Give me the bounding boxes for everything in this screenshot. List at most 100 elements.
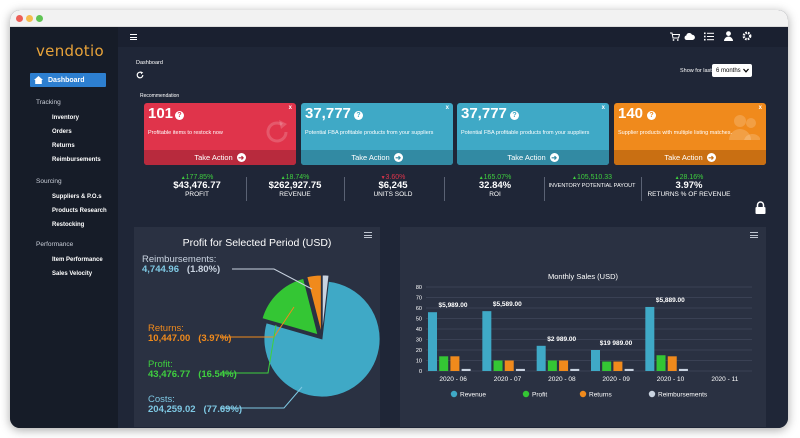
bar-profit-4[interactable] [656,355,666,371]
show-for-last-label: Show for last [680,68,712,74]
pie-slice-costs[interactable] [263,280,380,398]
sidebar-item-returns[interactable]: Returns [52,143,75,149]
refresh-watermark-icon [266,120,288,143]
list-icon[interactable] [704,32,714,41]
take-action-button[interactable]: Take Action ➜ [301,150,453,165]
card-fba-products-1[interactable]: 37,777 ? x Potential FBA profitable prod… [301,103,453,165]
bar-revenue-1[interactable] [482,311,492,371]
period-select[interactable]: 6 months [712,64,752,77]
legend-marker-profit[interactable] [522,390,530,398]
sidebar-item-suppliers[interactable]: Suppliers & P.O.s [52,194,102,200]
close-icon[interactable]: x [758,105,762,111]
stat-change-value: 165.07% [483,174,512,181]
bar-revenue-3[interactable] [591,350,600,371]
bar-revenue-0[interactable] [428,312,437,371]
sidebar-item-item-performance[interactable]: Item Performance [52,257,103,263]
vendotio-logo[interactable]: vendotio [36,42,104,60]
stat-change-value: 177.85% [185,174,214,181]
legend-label-returns[interactable]: Returns [589,392,613,399]
help-icon[interactable]: ? [175,111,184,120]
stat-change-up: ▲177.85% [148,174,246,181]
bar-profit-2[interactable] [547,360,557,372]
bar-reimbursements-1[interactable] [515,368,525,371]
help-icon[interactable]: ? [647,111,656,120]
cart-icon[interactable] [670,32,680,41]
panel-menu-icon[interactable] [750,232,758,240]
stat-value: 3.97% [675,180,703,191]
bar-returns-0[interactable] [450,356,460,371]
sidebar-item-products-research[interactable]: Products Research [52,208,107,214]
lock-icon[interactable] [755,201,766,214]
sidebar: vendotio Dashboard Tracking Inventory Or… [10,27,118,428]
title-bar [10,10,788,27]
bar-profit-0[interactable] [439,356,449,371]
pie-slice-profit[interactable] [261,278,319,336]
arrow-right-icon: ➜ [706,153,716,162]
panel-menu-icon[interactable] [364,232,372,240]
users-watermark-icon [729,115,760,140]
legend-label-reimbursements[interactable]: Reimbursements [658,392,708,399]
stat-label: PROFIT [185,191,209,198]
monthly-sales-chart: Monthly Sales (USD) 0 10 20 30 40 50 60 70 80 $5,9… [416,272,752,399]
cloud-icon[interactable] [684,32,695,40]
bar-reimbursements-3[interactable] [624,368,634,371]
card-restock[interactable]: 101 ? x Profitable items to restock now … [144,103,296,165]
stat-units-sold: ▼3.60% $6,245 UNITS SOLD [344,174,442,199]
stat-value: $262,927.75 [268,180,322,191]
take-action-button[interactable]: Take Action ➜ [614,150,766,165]
sidebar-item-restocking[interactable]: Restocking [52,222,85,228]
card-multiple-listings[interactable]: 140 ? x Supplier products with multiple … [614,103,766,165]
stat-value: $43,476.77 [173,180,221,191]
bar-returns-2[interactable] [559,360,569,372]
y-tick-label: 70 [416,296,422,302]
refresh-icon[interactable] [136,71,144,79]
bar-revenue-4[interactable] [645,306,655,371]
close-icon[interactable]: x [601,105,605,111]
stat-change-up: ▲105,510.33 [543,174,641,181]
take-action-button[interactable]: Take Action ➜ [457,150,609,165]
sidebar-item-dashboard[interactable]: Dashboard [30,73,106,87]
help-icon[interactable]: ? [510,111,519,120]
bar-profit-1[interactable] [493,360,503,372]
bar-revenue-2[interactable] [536,345,546,371]
close-window-button[interactable] [16,15,23,22]
sidebar-item-orders[interactable]: Orders [52,129,72,135]
user-icon[interactable] [724,31,733,41]
bar-reimbursements-0[interactable] [461,368,471,371]
legend-label-revenue[interactable]: Revenue [460,392,486,399]
take-action-button[interactable]: Take Action ➜ [144,150,296,165]
bar-returns-4[interactable] [667,356,677,371]
pie-leader-line [220,386,303,409]
bar-returns-3[interactable] [613,361,623,371]
menu-icon[interactable] [130,34,137,40]
bar-reimbursements-4[interactable] [678,368,688,371]
close-icon[interactable]: x [288,105,292,111]
sidebar-item-reimbursements[interactable]: Reimbursements [52,157,101,163]
card-fba-products-2[interactable]: 37,777 ? x Potential FBA profitable prod… [457,103,609,165]
gear-icon[interactable] [742,31,752,41]
bar-returns-1[interactable] [504,360,514,372]
top-bar [118,27,788,47]
bar-profit-3[interactable] [602,361,612,371]
stat-divider [543,177,545,201]
minimize-window-button[interactable] [26,15,33,22]
bar-reimbursements-2[interactable] [570,368,580,371]
pie-slice-returns[interactable] [306,274,322,334]
legend-marker-revenue[interactable] [450,390,458,398]
close-icon[interactable]: x [445,105,449,111]
stat-value: $6,245 [378,180,408,191]
legend-label-profit[interactable]: Profit [532,392,547,399]
maximize-window-button[interactable] [36,15,43,22]
app-window: vendotio Dashboard Tracking Inventory Or… [10,10,788,428]
profit-panel: Profit for Selected Period (USD) Reimbur… [134,227,380,427]
label-pct: (3.97%) [198,333,232,344]
sidebar-item-inventory[interactable]: Inventory [52,115,80,121]
pie-slice-reimbursements[interactable] [321,274,330,334]
chevron-down-icon [743,68,749,73]
x-tick-label: 2020 - 08 [548,376,576,383]
sidebar-item-sales-velocity[interactable]: Sales Velocity [52,271,93,277]
help-icon[interactable]: ? [354,111,363,120]
legend-marker-reimbursements[interactable] [648,390,656,398]
legend-marker-returns[interactable] [579,390,587,398]
x-tick-label: 2020 - 06 [439,376,467,383]
